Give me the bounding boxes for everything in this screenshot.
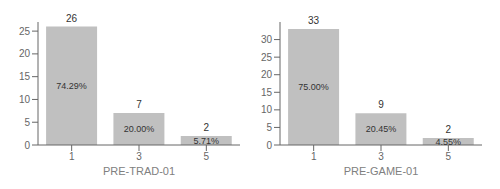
svg-text:10: 10 xyxy=(261,104,273,115)
svg-text:33: 33 xyxy=(308,15,320,26)
svg-text:PRE-GAME-01: PRE-GAME-01 xyxy=(344,165,419,177)
svg-text:5: 5 xyxy=(24,117,30,128)
svg-text:10: 10 xyxy=(19,94,31,105)
svg-text:26: 26 xyxy=(66,13,78,24)
svg-text:75.00%: 75.00% xyxy=(298,82,329,92)
svg-text:20.45%: 20.45% xyxy=(366,124,397,134)
svg-text:20.00%: 20.00% xyxy=(124,124,155,134)
svg-text:2: 2 xyxy=(203,122,209,133)
svg-text:0: 0 xyxy=(24,140,30,151)
svg-text:25: 25 xyxy=(261,52,273,63)
svg-text:2: 2 xyxy=(445,124,451,135)
svg-text:5: 5 xyxy=(204,151,210,162)
svg-text:3: 3 xyxy=(378,151,384,162)
svg-text:4.55%: 4.55% xyxy=(435,137,461,147)
svg-text:5: 5 xyxy=(446,151,452,162)
svg-text:5.71%: 5.71% xyxy=(193,136,219,146)
svg-text:25: 25 xyxy=(19,26,31,37)
svg-text:20: 20 xyxy=(261,69,273,80)
svg-text:9: 9 xyxy=(378,99,384,110)
svg-text:0: 0 xyxy=(266,140,272,151)
svg-text:3: 3 xyxy=(136,151,142,162)
svg-text:1: 1 xyxy=(69,151,75,162)
svg-text:PRE-TRAD-01: PRE-TRAD-01 xyxy=(103,165,175,177)
svg-text:5: 5 xyxy=(266,122,272,133)
svg-text:30: 30 xyxy=(261,34,273,45)
svg-text:74.29%: 74.29% xyxy=(56,81,87,91)
svg-text:20: 20 xyxy=(19,48,31,59)
svg-text:15: 15 xyxy=(19,71,31,82)
svg-text:7: 7 xyxy=(136,99,142,110)
svg-text:1: 1 xyxy=(311,151,317,162)
svg-text:15: 15 xyxy=(261,87,273,98)
